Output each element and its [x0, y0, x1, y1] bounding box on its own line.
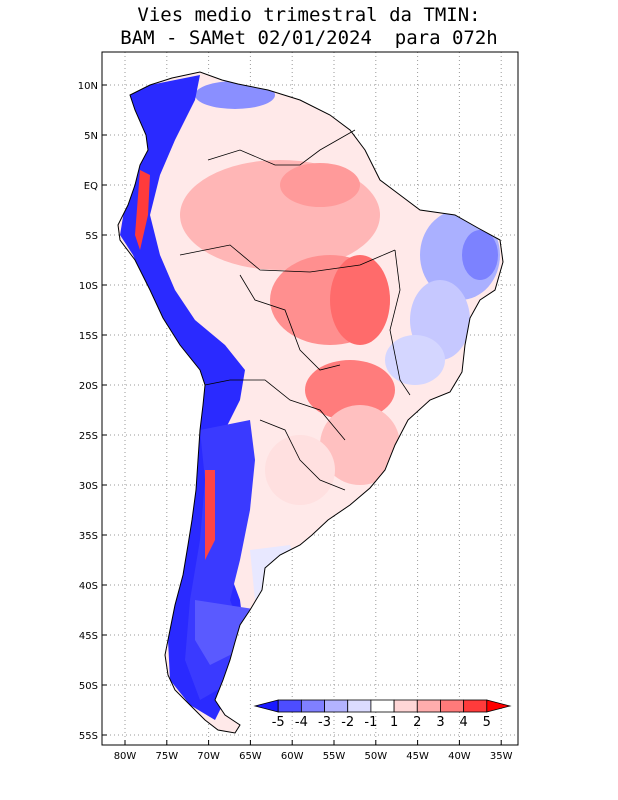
colorbar-label: 2	[413, 715, 421, 730]
colorbar-swatch	[300, 699, 325, 713]
lon-tick-label: 75W	[155, 751, 178, 762]
colorbar: -5 -4 -3 -2 -1 1 2 3 4 5	[253, 699, 512, 730]
title-line-2: BAM - SAMet 02/01/2024 para 072h	[120, 27, 498, 49]
lon-tick-label: 80W	[114, 751, 137, 762]
colorbar-swatch	[253, 699, 279, 713]
map-frame	[101, 51, 519, 746]
lat-tick-label: 15S	[79, 331, 98, 342]
country-borders	[179, 129, 411, 491]
map-title: Vies medio trimestral da TMIN: BAM - SAM…	[0, 4, 618, 50]
lat-tick-label: 30S	[79, 481, 98, 492]
colorbar-label: 1	[390, 715, 398, 730]
colorbar-swatch	[347, 699, 372, 713]
colorbar-label: -5	[272, 715, 285, 730]
lat-tick-label: 5S	[85, 231, 98, 242]
colorbar-label: -4	[295, 715, 308, 730]
lon-tick-label: 55W	[323, 751, 346, 762]
lat-tick-label: 10N	[78, 81, 98, 92]
colorbar-label: -1	[364, 715, 377, 730]
colorbar-label: -2	[341, 715, 354, 730]
colorbar-swatch	[324, 699, 349, 713]
lon-tick-label: 35W	[490, 751, 513, 762]
lat-tick-label: 10S	[79, 281, 98, 292]
lat-tick-label: 25S	[79, 431, 98, 442]
lat-tick-label: 5N	[84, 131, 98, 142]
colorbar-swatch	[486, 699, 512, 713]
lon-tick-label: 70W	[197, 751, 220, 762]
colorbar-label: 5	[483, 715, 491, 730]
colorbar-label: 4	[459, 715, 467, 730]
lon-tick-label: 50W	[364, 751, 387, 762]
lon-tick-label: 60W	[281, 751, 304, 762]
colorbar-swatch	[370, 699, 395, 713]
lat-tick-label: EQ	[84, 181, 98, 192]
colorbar-swatch	[440, 699, 465, 713]
title-line-1: Vies medio trimestral da TMIN:	[137, 4, 481, 26]
longitude-ticks: 80W 75W 70W 65W 60W 55W 50W 45W 40W 35W	[114, 740, 513, 762]
latitude-ticks: 10N 5N EQ 5S 10S 15S 20S 25S 30S 35S 40S 45S 50S 55S	[78, 81, 107, 742]
bias-field	[118, 72, 503, 733]
lat-tick-label: 35S	[79, 531, 98, 542]
colorbar-swatch	[463, 699, 488, 713]
lat-tick-label: 50S	[79, 681, 98, 692]
lon-tick-label: 65W	[239, 751, 262, 762]
colorbar-swatch	[277, 699, 302, 713]
lon-tick-label: 45W	[406, 751, 429, 762]
lon-tick-label: 40W	[448, 751, 471, 762]
colorbar-label: 3	[436, 715, 444, 730]
colorbar-swatch	[393, 699, 418, 713]
lat-tick-label: 40S	[79, 581, 98, 592]
lat-tick-label: 55S	[79, 731, 98, 742]
colorbar-label: -3	[318, 715, 331, 730]
lat-tick-label: 45S	[79, 631, 98, 642]
lat-tick-label: 20S	[79, 381, 98, 392]
colorbar-swatch	[416, 699, 441, 713]
